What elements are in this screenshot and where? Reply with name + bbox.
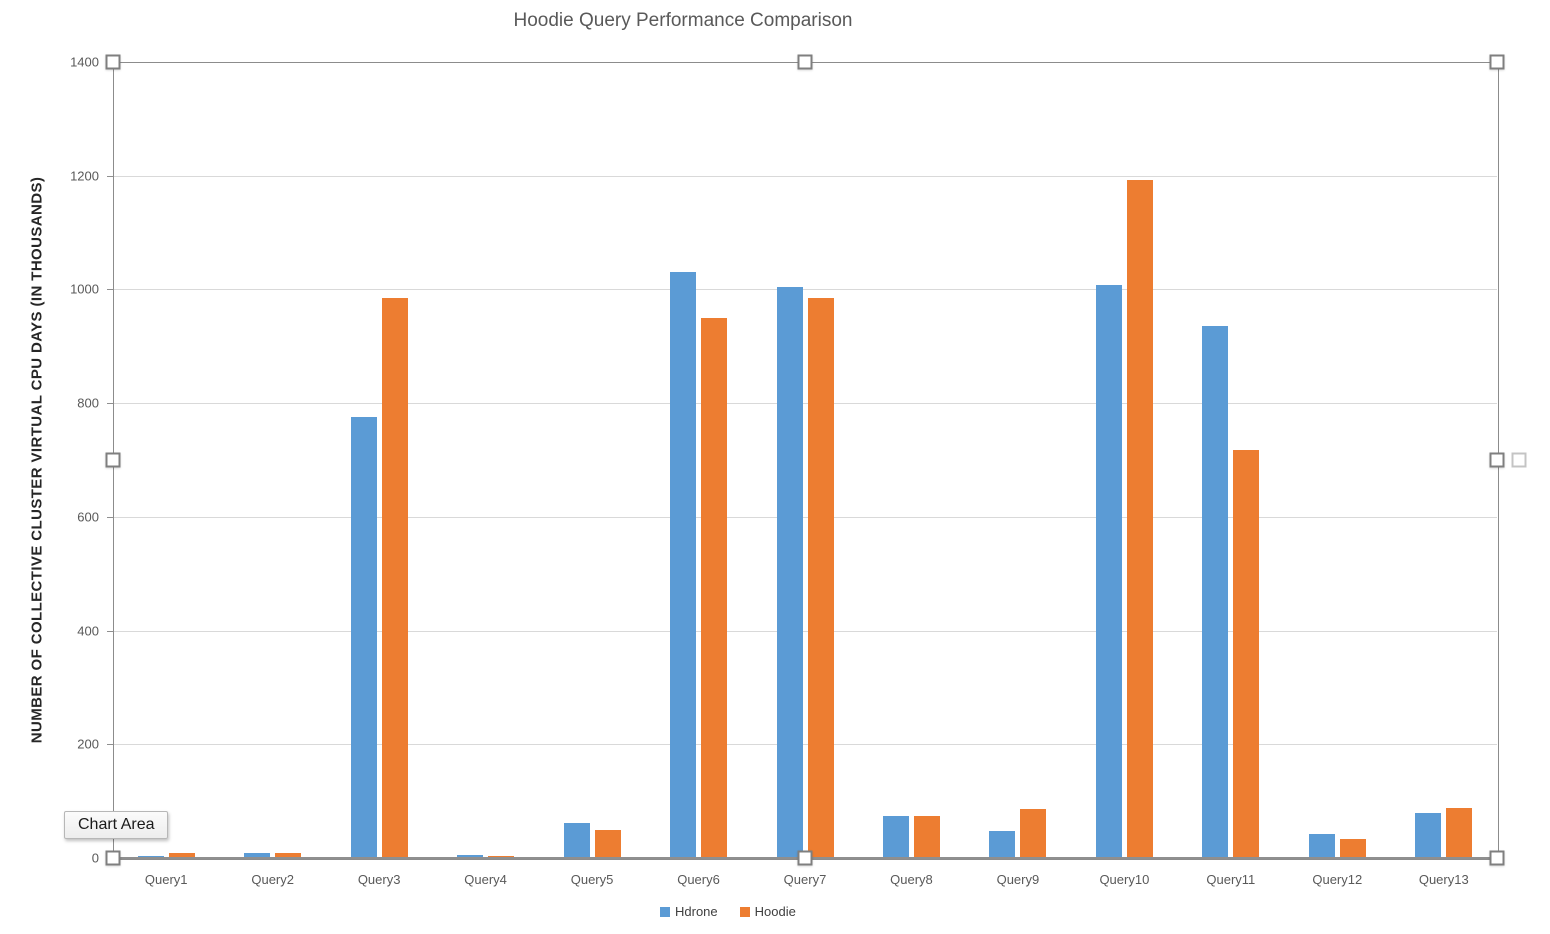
bar-hoodie-query9[interactable]	[1020, 809, 1047, 858]
y-axis-tick-label: 0	[91, 850, 99, 866]
bar-hoodie-query5[interactable]	[594, 829, 621, 858]
y-axis-tick	[107, 403, 113, 405]
selection-handle-top-center[interactable]	[797, 54, 813, 70]
bar-hdrone-query6[interactable]	[670, 272, 697, 858]
y-axis-tick-label: 200	[77, 736, 99, 752]
bar-hdrone-query13[interactable]	[1415, 812, 1442, 858]
y-axis-tick	[107, 744, 113, 746]
x-axis-tick-label: Query7	[783, 872, 827, 887]
bar-hoodie-query8[interactable]	[913, 815, 940, 858]
bar-hoodie-query1[interactable]	[168, 853, 195, 858]
bar-hoodie-query6[interactable]	[701, 317, 728, 858]
bar-hdrone-query12[interactable]	[1308, 834, 1335, 858]
x-axis-tick-label: Query3	[357, 872, 401, 887]
legend-item-hoodie[interactable]: Hoodie	[739, 904, 796, 919]
chart-area-tooltip: Chart Area	[64, 811, 169, 839]
selection-handle-top-right[interactable]	[1489, 54, 1505, 70]
bar-hoodie-query3[interactable]	[381, 297, 408, 858]
gridline	[113, 289, 1497, 291]
x-axis-tick-label: Query13	[1418, 872, 1469, 887]
legend-label: Hdrone	[675, 904, 718, 919]
bar-hdrone-query7[interactable]	[776, 286, 803, 858]
legend-swatch-icon	[739, 906, 750, 917]
legend-swatch-icon	[660, 906, 670, 917]
gridline	[113, 516, 1497, 518]
bar-hoodie-query11[interactable]	[1233, 449, 1260, 858]
bar-hoodie-query10[interactable]	[1126, 179, 1153, 858]
legend-label: Hoodie	[754, 904, 796, 919]
y-axis-tick-label: 1200	[70, 168, 99, 184]
bar-hdrone-query1[interactable]	[137, 855, 164, 858]
bar-hoodie-query12[interactable]	[1339, 839, 1366, 858]
y-axis-tick-label: 400	[77, 623, 99, 639]
selection-handle-middle-left[interactable]	[105, 452, 121, 468]
bar-hdrone-query9[interactable]	[989, 830, 1016, 858]
bar-hoodie-query2[interactable]	[275, 853, 302, 858]
x-axis-tick-label: Query8	[890, 872, 933, 887]
selection-handle-bottom-left[interactable]	[105, 850, 121, 866]
x-axis-tick-label: Query11	[1206, 872, 1256, 887]
gridline	[113, 630, 1497, 632]
selection-handle-bottom-center[interactable]	[797, 850, 813, 866]
gridline	[113, 403, 1497, 405]
y-axis-tick-label: 800	[77, 395, 99, 411]
bar-hoodie-query4[interactable]	[488, 855, 515, 858]
y-axis-tick	[107, 630, 113, 632]
bar-hdrone-query4[interactable]	[457, 855, 484, 858]
legend[interactable]: Hdrone Hoodie	[660, 904, 796, 919]
selection-handle-top-left[interactable]	[105, 54, 121, 70]
gridline	[113, 175, 1497, 177]
chart-title[interactable]: Hoodie Query Performance Comparison	[513, 10, 853, 31]
y-axis-tick	[107, 289, 113, 291]
chart-selection-border	[113, 62, 1499, 860]
bar-hdrone-query2[interactable]	[244, 853, 271, 858]
y-axis-title[interactable]: NUMBER OF COLLECTIVE CLUSTER VIRTUAL CPU…	[28, 176, 46, 744]
x-axis-tick-label: Query1	[144, 872, 188, 887]
bar-hdrone-query8[interactable]	[882, 816, 909, 858]
bar-hdrone-query10[interactable]	[1095, 285, 1122, 858]
x-axis-tick-label: Query9	[996, 872, 1040, 887]
bar-hdrone-query3[interactable]	[350, 417, 377, 858]
bar-hdrone-query11[interactable]	[1202, 326, 1229, 858]
x-axis-tick-label: Query10	[1099, 872, 1150, 887]
x-axis-tick-label: Query12	[1312, 872, 1363, 887]
bar-hdrone-query5[interactable]	[563, 822, 590, 858]
y-axis-tick	[107, 516, 113, 518]
y-axis-tick-label: 1000	[70, 281, 99, 297]
bar-hoodie-query13[interactable]	[1446, 807, 1473, 858]
chart-area-tooltip-label: Chart Area	[78, 816, 155, 833]
x-axis-tick-label: Query2	[251, 872, 294, 887]
y-axis-tick-label: 600	[77, 509, 99, 525]
legend-item-hdrone[interactable]: Hdrone	[660, 904, 718, 919]
selection-handle-middle-right[interactable]	[1489, 452, 1505, 468]
selection-handle-bottom-right[interactable]	[1489, 850, 1505, 866]
outer-frame-handle-right[interactable]	[1511, 452, 1527, 468]
gridline	[113, 744, 1497, 746]
y-axis-tick	[107, 175, 113, 177]
x-axis-tick-label: Query6	[677, 872, 720, 887]
bar-hoodie-query7[interactable]	[807, 297, 834, 858]
y-axis-tick-label: 1400	[70, 54, 99, 70]
x-axis-tick-label: Query4	[464, 872, 507, 887]
x-axis-tick-label: Query5	[570, 872, 614, 887]
